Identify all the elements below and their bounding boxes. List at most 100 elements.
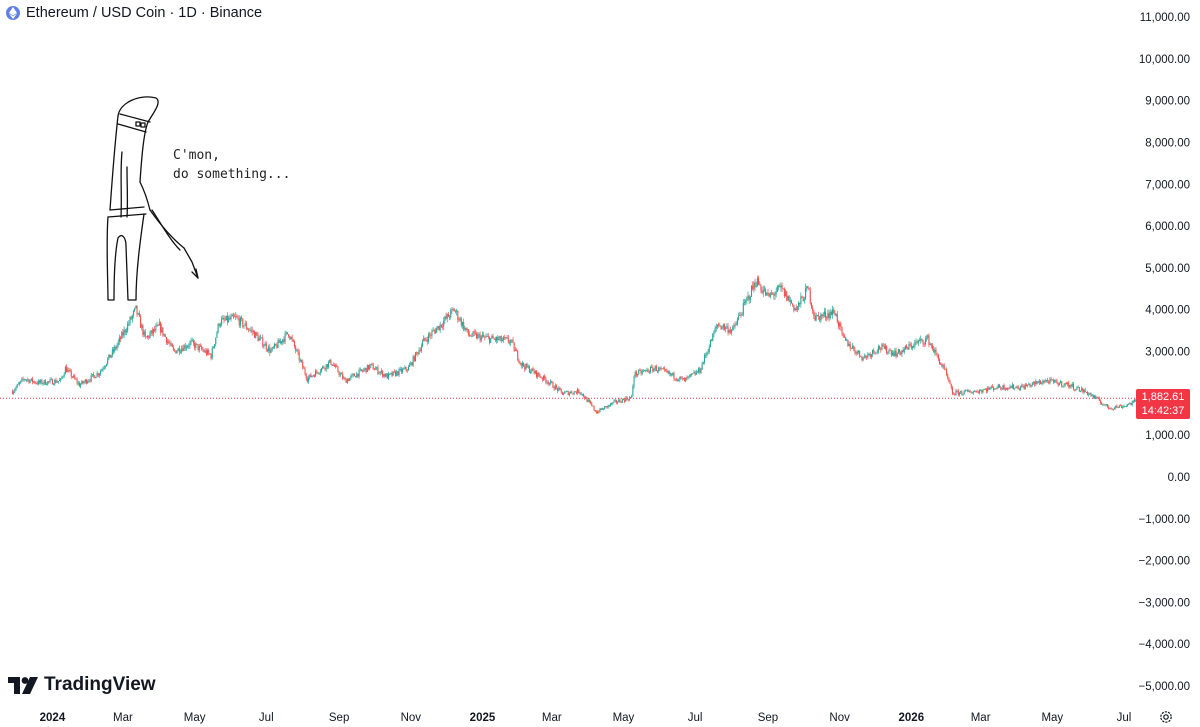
candle-body xyxy=(796,306,798,311)
candle-body xyxy=(31,378,34,383)
y-axis[interactable]: 11,000.00 10,000.00 9,000.00 8,000.00 7,000.… xyxy=(1139,12,1190,693)
candle-body xyxy=(600,408,602,410)
candle-body xyxy=(666,370,668,373)
candle-body xyxy=(508,341,511,343)
candle-body xyxy=(78,382,81,387)
candle-body xyxy=(313,375,316,377)
tradingview-logo[interactable]: TradingView xyxy=(8,674,156,696)
symbol-title[interactable]: Ethereum / USD Coin · 1D · Binance xyxy=(26,5,263,21)
candle-body xyxy=(658,367,660,372)
candle-body xyxy=(1092,395,1094,398)
candle-body xyxy=(372,364,374,370)
candle-body xyxy=(964,390,966,391)
candle-body xyxy=(781,285,783,289)
candle-body xyxy=(903,348,905,352)
candle-body xyxy=(965,389,968,391)
candle-body xyxy=(1075,389,1077,390)
candle-body xyxy=(27,379,29,381)
candle-body xyxy=(229,317,231,320)
candle-body xyxy=(642,370,644,372)
candle-body xyxy=(24,379,26,381)
candle-body xyxy=(619,399,621,402)
candle-body xyxy=(997,384,999,389)
y-tick-label: 5,000.00 xyxy=(1145,263,1190,275)
candle-body xyxy=(398,369,400,376)
candle-body xyxy=(1129,403,1131,405)
candle-body xyxy=(50,379,52,381)
candle-body xyxy=(1115,405,1117,409)
candle-body xyxy=(284,333,286,342)
candle-body xyxy=(1079,390,1082,392)
candle-body xyxy=(1003,385,1005,390)
candle-body xyxy=(541,377,543,380)
candle-body xyxy=(568,393,570,396)
candle-body xyxy=(262,337,264,347)
candle-body xyxy=(425,339,427,341)
candle-body xyxy=(929,343,931,345)
candle-body xyxy=(625,397,627,402)
x-axis[interactable]: 2024 Mar May Jul Sep Nov 2025 Mar May Jul Sep Nov 20… xyxy=(40,712,1132,724)
y-tick-label: 3,000.00 xyxy=(1145,347,1190,359)
candle-body xyxy=(799,302,801,305)
candle-body xyxy=(590,401,592,404)
candle-body xyxy=(956,390,958,392)
candle-body xyxy=(703,355,706,363)
candle-body xyxy=(362,370,364,372)
candle-body xyxy=(1035,381,1037,385)
candle-body xyxy=(1017,386,1019,390)
candle-body xyxy=(144,331,146,337)
candle-body xyxy=(479,334,481,341)
candle-body xyxy=(812,307,814,311)
candle-body xyxy=(497,336,499,341)
candle-body xyxy=(792,303,794,305)
candle-body xyxy=(291,337,293,340)
x-tick-label: Nov xyxy=(401,712,422,724)
candle-body xyxy=(1081,388,1083,391)
candle-body xyxy=(195,343,197,349)
candle-body xyxy=(357,373,359,377)
candle-body xyxy=(28,379,30,383)
candle-body xyxy=(55,379,57,383)
candle-body xyxy=(691,374,693,376)
candle-body xyxy=(1089,393,1091,395)
candle-body xyxy=(841,327,843,334)
stick-figure-drawing xyxy=(106,96,199,301)
candle-body xyxy=(503,337,505,340)
candle-body xyxy=(226,315,229,322)
candle-body xyxy=(855,352,857,354)
candle-body xyxy=(767,292,769,294)
candle-body xyxy=(63,374,65,377)
candle-body xyxy=(745,301,747,303)
candle-body xyxy=(995,388,997,390)
candle-body xyxy=(461,321,464,326)
candle-body xyxy=(774,294,776,296)
candle-body xyxy=(738,315,740,320)
candle-body xyxy=(950,384,952,388)
candle-body xyxy=(1130,403,1132,405)
candle-body xyxy=(967,389,969,392)
y-tick-label: −1,000.00 xyxy=(1139,514,1190,526)
candle-body xyxy=(1134,399,1136,402)
candle-body xyxy=(271,347,273,351)
settings-gear-icon[interactable] xyxy=(1159,710,1173,724)
candle-body xyxy=(930,343,932,346)
candle-body xyxy=(1105,404,1107,405)
candle-body xyxy=(886,345,888,354)
candle-body xyxy=(431,331,433,336)
candle-body xyxy=(123,329,125,336)
symbol-header[interactable]: Ethereum / USD Coin · 1D · Binance xyxy=(6,5,262,21)
candle-body xyxy=(533,370,535,374)
candle-body xyxy=(739,314,741,316)
candle-body xyxy=(179,351,182,353)
candle-body xyxy=(635,371,637,376)
candle-body xyxy=(246,328,249,330)
candle-body xyxy=(714,328,716,333)
candle-body xyxy=(873,350,875,352)
candle-body xyxy=(35,383,37,384)
candle-body xyxy=(20,380,22,383)
candle-body xyxy=(805,288,807,300)
candle-body xyxy=(653,368,655,372)
candle-body xyxy=(136,305,138,315)
candle-body xyxy=(429,334,431,336)
